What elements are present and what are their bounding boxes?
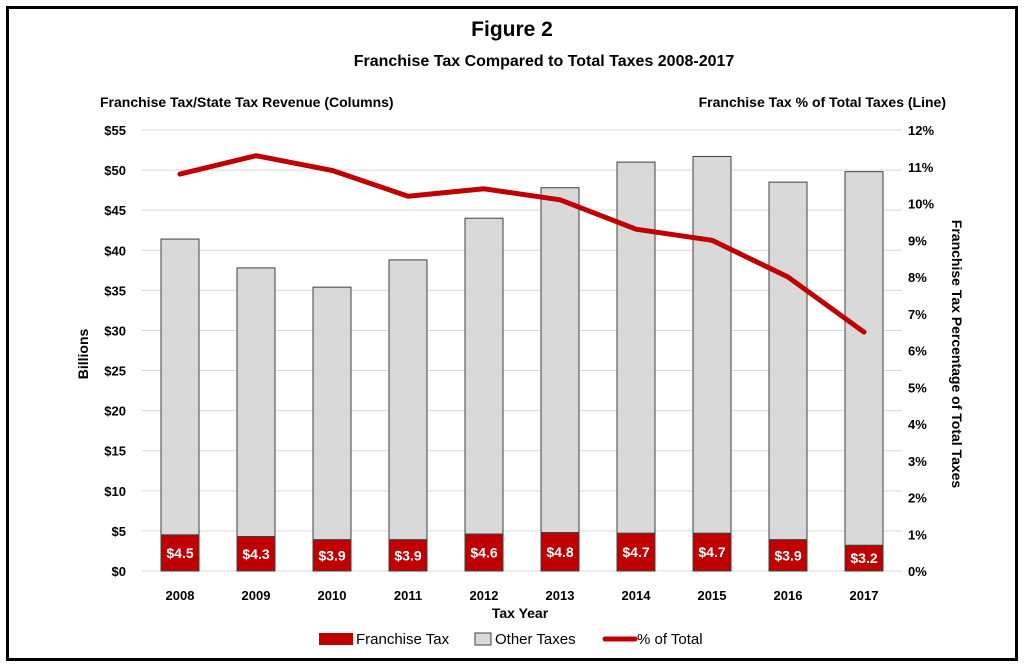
y-tick-label: $30 xyxy=(104,323,126,338)
y-tick-label: $10 xyxy=(104,484,126,499)
chart-title: Franchise Tax Compared to Total Taxes 20… xyxy=(354,53,735,70)
x-axis-label: Tax Year xyxy=(492,605,549,621)
bar-other-taxes-2009 xyxy=(236,267,276,538)
bar-other-taxes-2008 xyxy=(160,238,200,536)
bar-other-taxes-2012 xyxy=(464,217,504,535)
percent-of-total-line xyxy=(177,153,867,335)
bar-other-taxes-2011 xyxy=(388,259,428,541)
y2-tick-label: 5% xyxy=(908,380,927,395)
y-tick-label: $15 xyxy=(104,444,126,459)
y2-tick-label: 0% xyxy=(908,564,927,579)
franchise-value-label: $3.9 xyxy=(318,547,345,563)
y-tick-label: $55 xyxy=(104,123,126,138)
y2-tick-label: 9% xyxy=(908,233,927,248)
x-axis-ticks: 2008 2009 2010 2011 2012 2013 2014 2015 2016 2017 xyxy=(166,588,879,603)
bar-franchise-tax-2017 xyxy=(844,544,884,572)
left-axis-subtitle: Franchise Tax/State Tax Revenue (Columns… xyxy=(100,94,394,110)
y2-tick-label: 4% xyxy=(908,417,927,432)
x-tick-label: 2011 xyxy=(394,588,422,603)
y-tick-label: $35 xyxy=(104,283,126,298)
right-axis-ticks: 0% 1% 2% 3% 4% 5% 6% 7% 8% 9% 10% 11% 12% xyxy=(908,123,934,579)
y2-tick-label: 6% xyxy=(908,344,927,359)
legend-label-percent-of-total: % of Total xyxy=(637,631,703,648)
x-tick-label: 2010 xyxy=(318,588,347,603)
y2-tick-label: 8% xyxy=(908,270,927,285)
y-tick-label: $25 xyxy=(104,364,126,379)
y2-tick-label: 1% xyxy=(908,527,927,542)
y-tick-label: $50 xyxy=(104,163,126,178)
bar-franchise-tax-2009 xyxy=(236,536,276,572)
bar-other-taxes-2014 xyxy=(616,161,656,534)
bar-franchise-tax-2011 xyxy=(388,539,428,572)
bar-other-taxes-2010 xyxy=(312,286,352,541)
franchise-value-label: $4.5 xyxy=(166,545,193,561)
franchise-value-label: $3.9 xyxy=(774,547,801,563)
bar-franchise-tax-2016 xyxy=(768,539,808,572)
y2-tick-label: 2% xyxy=(908,491,927,506)
y2-tick-label: 12% xyxy=(908,123,934,138)
x-tick-label: 2009 xyxy=(242,588,271,603)
right-axis-subtitle: Franchise Tax % of Total Taxes (Line) xyxy=(699,94,946,110)
y2-tick-label: 7% xyxy=(908,307,927,322)
y2-tick-label: 3% xyxy=(908,454,927,469)
bars: $4.5 $4.3 $3.9 $3.9 $4.6 $4.8 $4.7 $4.7 $3.9 $3.2 xyxy=(160,155,884,572)
bar-franchise-tax-2010 xyxy=(312,539,352,572)
legend: Franchise Tax Other Taxes % of Total xyxy=(319,631,703,648)
y-tick-label: $40 xyxy=(104,243,126,258)
bar-franchise-tax-2015 xyxy=(692,532,732,572)
legend-swatch-other-taxes xyxy=(474,632,492,646)
franchise-value-label: $3.2 xyxy=(850,550,877,566)
chart: Figure 2 Franchise Tax Compared to Total… xyxy=(75,18,965,648)
x-tick-label: 2015 xyxy=(698,588,727,603)
franchise-value-label: $4.6 xyxy=(470,545,497,561)
y-tick-label: $20 xyxy=(104,404,126,419)
franchise-value-label: $3.9 xyxy=(394,547,421,563)
bar-other-taxes-2016 xyxy=(768,181,808,541)
franchise-value-label: $4.3 xyxy=(242,546,269,562)
y-axis-label: Billions xyxy=(75,329,91,380)
legend-label-franchise-tax: Franchise Tax xyxy=(356,631,450,648)
y2-axis-label: Franchise Tax Percentage of Total Taxes xyxy=(949,220,965,489)
left-axis-ticks: $0 $5 $10 $15 $20 $25 $30 $35 $40 $45 $50 $55 xyxy=(104,123,126,579)
y-tick-label: $0 xyxy=(112,564,126,579)
x-tick-label: 2016 xyxy=(774,588,803,603)
x-tick-label: 2008 xyxy=(166,588,195,603)
legend-swatch-franchise-tax xyxy=(319,633,353,645)
x-tick-label: 2012 xyxy=(470,588,499,603)
y2-tick-label: 10% xyxy=(908,197,934,212)
franchise-value-label: $4.8 xyxy=(546,544,573,560)
x-tick-label: 2013 xyxy=(546,588,575,603)
y-tick-label: $45 xyxy=(104,203,126,218)
x-tick-label: 2014 xyxy=(622,588,652,603)
figure-frame: Figure 2 Franchise Tax Compared to Total… xyxy=(6,6,1018,661)
bar-franchise-tax-2013 xyxy=(540,532,580,572)
percent-line-layer xyxy=(177,153,867,335)
bar-other-taxes-2013 xyxy=(540,187,580,534)
bar-other-taxes-2015 xyxy=(692,155,732,534)
bar-franchise-tax-2012 xyxy=(464,533,504,572)
bar-franchise-tax-2014 xyxy=(616,532,656,572)
franchise-value-label: $4.7 xyxy=(698,544,725,560)
franchise-value-label: $4.7 xyxy=(622,544,649,560)
bar-franchise-tax-2008 xyxy=(160,534,200,572)
figure-label: Figure 2 xyxy=(471,18,553,41)
y-tick-label: $5 xyxy=(112,524,126,539)
legend-label-other-taxes: Other Taxes xyxy=(495,631,576,648)
bar-other-taxes-2017 xyxy=(844,171,884,546)
y2-tick-label: 11% xyxy=(908,160,934,175)
x-tick-label: 2017 xyxy=(850,588,879,603)
